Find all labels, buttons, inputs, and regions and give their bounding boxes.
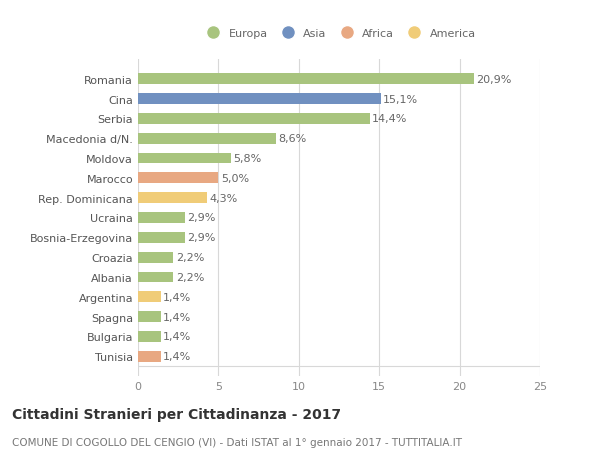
- Bar: [138, 173, 218, 184]
- Bar: [138, 292, 161, 302]
- Bar: [138, 351, 161, 362]
- Text: 15,1%: 15,1%: [383, 94, 418, 104]
- Bar: [138, 134, 276, 144]
- Text: 2,2%: 2,2%: [176, 272, 204, 282]
- Text: 2,9%: 2,9%: [187, 213, 215, 223]
- Bar: [138, 312, 161, 322]
- Text: 8,6%: 8,6%: [279, 134, 307, 144]
- Bar: [138, 153, 231, 164]
- Bar: [138, 74, 474, 85]
- Bar: [138, 94, 381, 105]
- Bar: [138, 331, 161, 342]
- Text: 2,2%: 2,2%: [176, 252, 204, 263]
- Text: 1,4%: 1,4%: [163, 332, 191, 342]
- Text: 1,4%: 1,4%: [163, 312, 191, 322]
- Text: Cittadini Stranieri per Cittadinanza - 2017: Cittadini Stranieri per Cittadinanza - 2…: [12, 407, 341, 421]
- Text: 14,4%: 14,4%: [372, 114, 407, 124]
- Bar: [138, 232, 185, 243]
- Text: COMUNE DI COGOLLO DEL CENGIO (VI) - Dati ISTAT al 1° gennaio 2017 - TUTTITALIA.I: COMUNE DI COGOLLO DEL CENGIO (VI) - Dati…: [12, 437, 462, 447]
- Bar: [138, 213, 185, 224]
- Text: 1,4%: 1,4%: [163, 292, 191, 302]
- Bar: [138, 114, 370, 124]
- Bar: [138, 193, 207, 204]
- Text: 1,4%: 1,4%: [163, 352, 191, 362]
- Bar: [138, 252, 173, 263]
- Text: 4,3%: 4,3%: [209, 193, 238, 203]
- Legend: Europa, Asia, Africa, America: Europa, Asia, Africa, America: [197, 24, 481, 43]
- Text: 2,9%: 2,9%: [187, 233, 215, 243]
- Bar: [138, 272, 173, 283]
- Text: 20,9%: 20,9%: [476, 74, 512, 84]
- Text: 5,8%: 5,8%: [233, 154, 262, 164]
- Text: 5,0%: 5,0%: [221, 174, 249, 184]
